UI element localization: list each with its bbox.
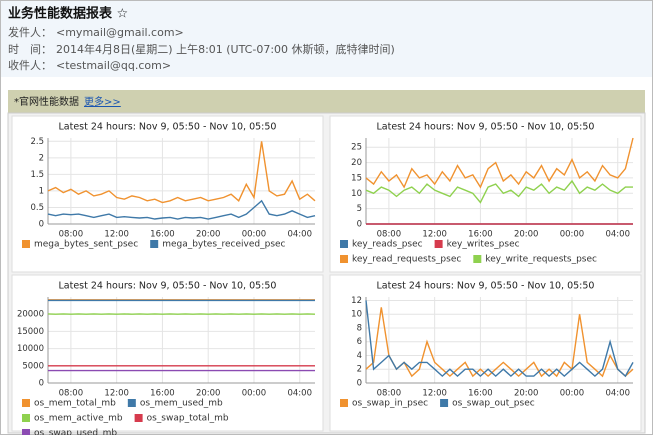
y-tick-label: 1.5 bbox=[30, 170, 44, 180]
y-tick-label: 5 bbox=[357, 204, 362, 214]
x-tick-label: 00:00 bbox=[242, 230, 267, 240]
y-tick-label: 0 bbox=[357, 220, 362, 230]
section-title: *官网性能数据 bbox=[14, 95, 79, 108]
chart-title: Latest 24 hours: Nov 9, 05:50 - Nov 10, … bbox=[377, 281, 595, 292]
chart-title: Latest 24 hours: Nov 9, 05:50 - Nov 10, … bbox=[59, 281, 277, 292]
x-tick-label: 16:00 bbox=[150, 389, 175, 399]
to-label: 收件人： bbox=[8, 58, 52, 72]
legend-label: os_mem_active_mb bbox=[34, 414, 123, 424]
legend-swatch bbox=[340, 255, 348, 263]
more-link[interactable]: 更多>> bbox=[84, 95, 121, 108]
y-tick-label: 20000 bbox=[17, 310, 44, 320]
x-tick-label: 08:00 bbox=[59, 389, 84, 399]
y-tick-label: 10000 bbox=[17, 344, 44, 354]
legend-swatch bbox=[134, 414, 143, 422]
legend-swatch bbox=[22, 399, 30, 407]
legend-swatch bbox=[340, 240, 348, 248]
y-tick-label: 20 bbox=[351, 158, 362, 168]
section-bar bbox=[8, 90, 645, 113]
y-tick-label: 2.5 bbox=[30, 137, 44, 147]
legend-label: os_mem_used_mb bbox=[140, 399, 223, 409]
x-tick-label: 08:00 bbox=[59, 230, 84, 240]
mail-title: 业务性能数据报表 ☆ bbox=[8, 6, 128, 22]
legend-label: os_swap_in_psec bbox=[352, 399, 428, 409]
x-tick-label: 08:00 bbox=[377, 389, 402, 399]
chart-title: Latest 24 hours: Nov 9, 05:50 - Nov 10, … bbox=[377, 122, 595, 133]
legend-label: key_write_requests_psec bbox=[485, 255, 597, 265]
x-tick-label: 20:00 bbox=[196, 389, 221, 399]
chart-title: Latest 24 hours: Nov 9, 05:50 - Nov 10, … bbox=[59, 122, 277, 133]
from-address: <mymail@gmail.com> bbox=[56, 26, 184, 39]
legend-label: mega_bytes_received_psec bbox=[162, 240, 285, 250]
legend-swatch bbox=[473, 255, 482, 263]
legend-swatch bbox=[434, 240, 443, 248]
y-tick-label: 10 bbox=[351, 189, 362, 199]
from-label: 发件人： bbox=[8, 25, 52, 39]
x-tick-label: 00:00 bbox=[242, 389, 267, 399]
x-tick-label: 16:00 bbox=[468, 389, 493, 399]
x-tick-label: 08:00 bbox=[377, 230, 402, 240]
time-value: 2014年4月8日(星期二) 上午8:01 (UTC-07:00 休斯顿，底特律… bbox=[56, 42, 395, 56]
legend-label: os_swap_used_mb bbox=[34, 429, 117, 435]
series-line bbox=[47, 199, 316, 220]
x-tick-label: 04:00 bbox=[287, 389, 312, 399]
x-tick-label: 00:00 bbox=[560, 389, 585, 399]
legend-label: key_read_requests_psec bbox=[352, 255, 461, 265]
legend-swatch bbox=[22, 414, 30, 422]
x-tick-label: 12:00 bbox=[422, 230, 447, 240]
y-tick-label: 0 bbox=[357, 379, 362, 389]
series-line bbox=[365, 307, 634, 378]
x-tick-label: 04:00 bbox=[605, 230, 630, 240]
x-tick-label: 16:00 bbox=[150, 230, 175, 240]
x-tick-label: 00:00 bbox=[560, 230, 585, 240]
y-tick-label: 2 bbox=[39, 153, 44, 163]
x-tick-label: 12:00 bbox=[422, 389, 447, 399]
x-tick-label: 04:00 bbox=[605, 389, 630, 399]
y-tick-label: 0 bbox=[39, 220, 44, 230]
series-line bbox=[365, 179, 633, 204]
series-line bbox=[47, 141, 316, 204]
y-tick-label: 25 bbox=[351, 143, 362, 153]
y-tick-label: 0 bbox=[39, 379, 44, 389]
legend-swatch bbox=[340, 399, 348, 407]
y-tick-label: 4 bbox=[357, 351, 362, 361]
y-tick-label: 0.5 bbox=[30, 203, 44, 213]
chart-panel bbox=[329, 274, 642, 432]
series-line bbox=[365, 137, 634, 189]
legend-label: os_swap_out_psec bbox=[452, 399, 535, 409]
chart-panel bbox=[329, 115, 642, 273]
legend-label: mega_bytes_sent_psec bbox=[34, 240, 138, 250]
legend-swatch bbox=[22, 429, 30, 435]
x-tick-label: 20:00 bbox=[196, 230, 221, 240]
y-tick-label: 6 bbox=[357, 337, 362, 347]
y-tick-label: 10 bbox=[351, 310, 362, 320]
y-tick-label: 8 bbox=[357, 323, 362, 333]
legend-label: key_reads_psec bbox=[352, 240, 423, 250]
y-tick-label: 15000 bbox=[17, 327, 44, 337]
legend-swatch bbox=[22, 240, 30, 248]
mail-header-bg bbox=[1, 1, 652, 77]
y-tick-label: 15 bbox=[351, 173, 362, 183]
x-tick-label: 12:00 bbox=[104, 389, 129, 399]
y-tick-label: 2 bbox=[357, 365, 362, 375]
chart-panel bbox=[11, 115, 324, 273]
legend-label: os_mem_total_mb bbox=[34, 399, 116, 409]
y-tick-label: 12 bbox=[351, 296, 362, 306]
to-address: <testmail@qq.com> bbox=[56, 59, 171, 72]
x-tick-label: 04:00 bbox=[287, 230, 312, 240]
legend-label: key_writes_psec bbox=[447, 240, 520, 250]
x-tick-label: 12:00 bbox=[104, 230, 129, 240]
y-tick-label: 1 bbox=[39, 186, 44, 196]
x-tick-label: 20:00 bbox=[514, 230, 539, 240]
legend-label: os_swap_total_mb bbox=[147, 414, 229, 424]
legend-swatch bbox=[127, 399, 136, 407]
series-line bbox=[365, 300, 634, 378]
x-tick-label: 20:00 bbox=[514, 389, 539, 399]
y-tick-label: 5000 bbox=[22, 361, 44, 371]
time-label: 时 间： bbox=[8, 43, 52, 56]
legend-swatch bbox=[440, 399, 449, 407]
legend-swatch bbox=[150, 240, 159, 248]
x-tick-label: 16:00 bbox=[468, 230, 493, 240]
